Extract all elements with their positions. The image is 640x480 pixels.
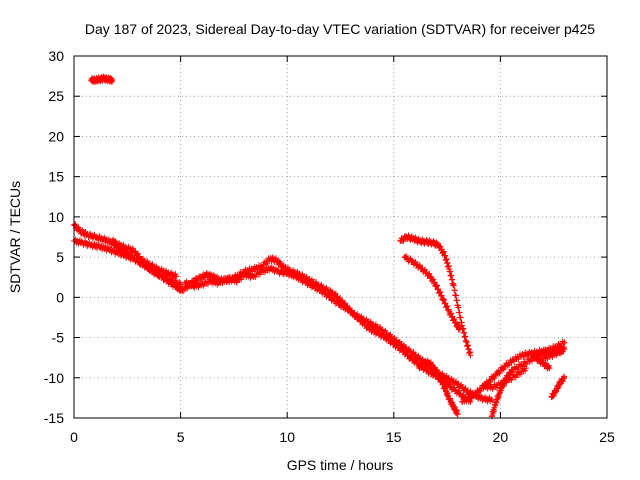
data-point-marker (410, 349, 417, 356)
data-point-marker (545, 364, 552, 371)
y-tick-label: 5 (56, 249, 64, 265)
data-point-marker (437, 243, 444, 250)
data-points (71, 73, 568, 420)
y-tick-label: -15 (44, 410, 64, 426)
data-point-marker (325, 291, 332, 298)
data-point-marker (561, 374, 568, 381)
y-tick-label: 20 (48, 128, 64, 144)
data-point-marker (203, 270, 210, 277)
data-point-marker (561, 345, 568, 352)
data-point-marker (456, 326, 463, 333)
y-tick-label: -5 (52, 330, 65, 346)
data-point-marker (434, 370, 441, 377)
data-point-marker (488, 396, 495, 403)
data-point-marker (468, 395, 475, 402)
x-tick-label: 20 (493, 429, 509, 445)
data-point-marker (451, 315, 458, 322)
data-point-marker (438, 292, 445, 299)
data-point-marker (441, 296, 448, 303)
x-tick-label: 0 (70, 429, 78, 445)
y-tick-label: 15 (48, 169, 64, 185)
x-tick-label: 25 (599, 429, 615, 445)
data-point-marker (500, 366, 507, 373)
data-point-marker (477, 387, 484, 394)
data-point-marker (492, 372, 499, 379)
y-axis-label: SDTVAR / TECUs (7, 181, 23, 293)
data-point-marker (431, 364, 438, 371)
data-point-marker (207, 270, 214, 277)
plot-area (73, 55, 608, 419)
data-point-marker (487, 379, 494, 386)
y-tick-label: 25 (48, 88, 64, 104)
data-point-marker (430, 276, 437, 283)
chart-title: Day 187 of 2023, Sidereal Day-to-day VTE… (85, 21, 595, 37)
y-tick-label: 10 (48, 209, 64, 225)
data-point-marker (501, 363, 508, 370)
data-point-marker (439, 295, 446, 302)
data-point-marker (269, 254, 276, 261)
data-point-marker (317, 286, 324, 293)
y-tick-label: -10 (44, 370, 64, 386)
data-point-marker (238, 276, 245, 283)
data-point-marker (454, 410, 461, 417)
data-point-marker (522, 365, 529, 372)
y-tick-label: 0 (56, 289, 64, 305)
data-point-marker (426, 270, 433, 277)
data-point-marker (431, 279, 438, 286)
data-point-marker (546, 365, 553, 372)
data-point-marker (448, 310, 455, 317)
data-point-marker (189, 281, 196, 288)
axis-ticks: 0 5 10 15 20 25 -15 -10 -5 0 5 10 15 20 25 30 (44, 48, 615, 445)
data-point-marker (438, 377, 445, 384)
x-axis-label: GPS time / hours (287, 457, 394, 473)
data-point-marker (434, 282, 441, 289)
data-point-marker (496, 370, 503, 377)
data-point-marker (437, 288, 444, 295)
data-point-marker (173, 273, 180, 280)
data-point-marker (416, 262, 423, 269)
x-tick-label: 15 (386, 429, 402, 445)
data-point-marker (522, 367, 529, 374)
data-point-marker (444, 303, 451, 310)
y-tick-label: 30 (48, 48, 64, 64)
data-point-marker (505, 362, 512, 369)
data-point-marker (440, 249, 447, 256)
data-point-marker (450, 316, 457, 323)
data-point-marker (491, 375, 498, 382)
data-point-marker (517, 370, 524, 377)
data-point-marker (334, 298, 341, 305)
data-point-marker (472, 392, 479, 399)
data-point-marker (462, 385, 469, 392)
data-point-marker (467, 352, 474, 359)
data-point-marker (109, 77, 116, 84)
data-point-marker (430, 238, 437, 245)
data-point-marker (405, 232, 412, 239)
data-point-marker (440, 381, 447, 388)
data-point-marker (440, 248, 447, 255)
data-point-marker (488, 397, 495, 404)
data-point-marker (409, 257, 416, 264)
data-point-marker (412, 234, 419, 241)
x-tick-label: 5 (177, 429, 185, 445)
x-tick-label: 10 (279, 429, 295, 445)
data-point-marker (233, 279, 240, 286)
